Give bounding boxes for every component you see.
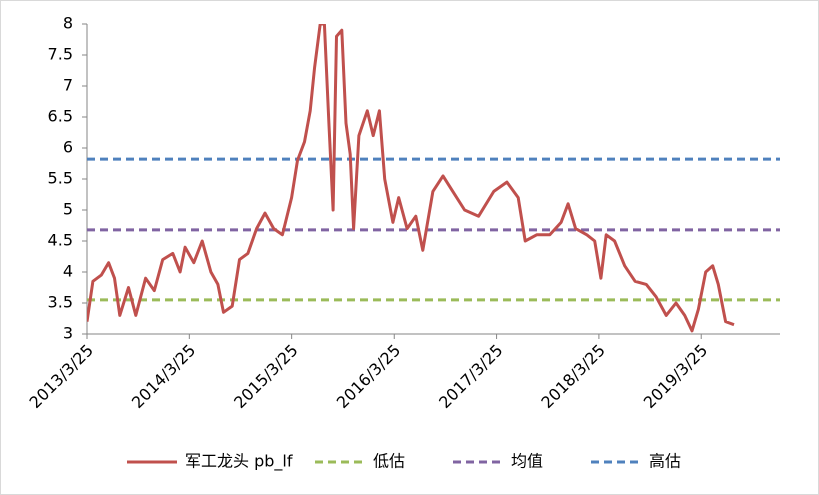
y-tick-label: 4 bbox=[63, 262, 73, 281]
legend-label: 低估 bbox=[373, 452, 405, 471]
legend-label: 高估 bbox=[649, 452, 681, 471]
y-tick-label: 7.5 bbox=[48, 45, 73, 64]
y-tick-label: 8 bbox=[63, 14, 73, 33]
y-tick-label: 5.5 bbox=[48, 169, 73, 188]
y-tick-label: 6 bbox=[63, 138, 73, 157]
plot-area bbox=[87, 24, 780, 333]
y-tick-label: 4.5 bbox=[48, 231, 73, 250]
y-tick-label: 7 bbox=[63, 76, 73, 95]
legend-label: 军工龙头 pb_lf bbox=[185, 452, 293, 472]
y-tick-label: 5 bbox=[63, 200, 73, 219]
data-line bbox=[87, 24, 735, 333]
legend-label: 均值 bbox=[511, 452, 543, 471]
y-tick-label: 6.5 bbox=[48, 107, 73, 126]
y-tick-label: 3 bbox=[63, 324, 73, 343]
y-tick-label: 3.5 bbox=[48, 293, 73, 312]
